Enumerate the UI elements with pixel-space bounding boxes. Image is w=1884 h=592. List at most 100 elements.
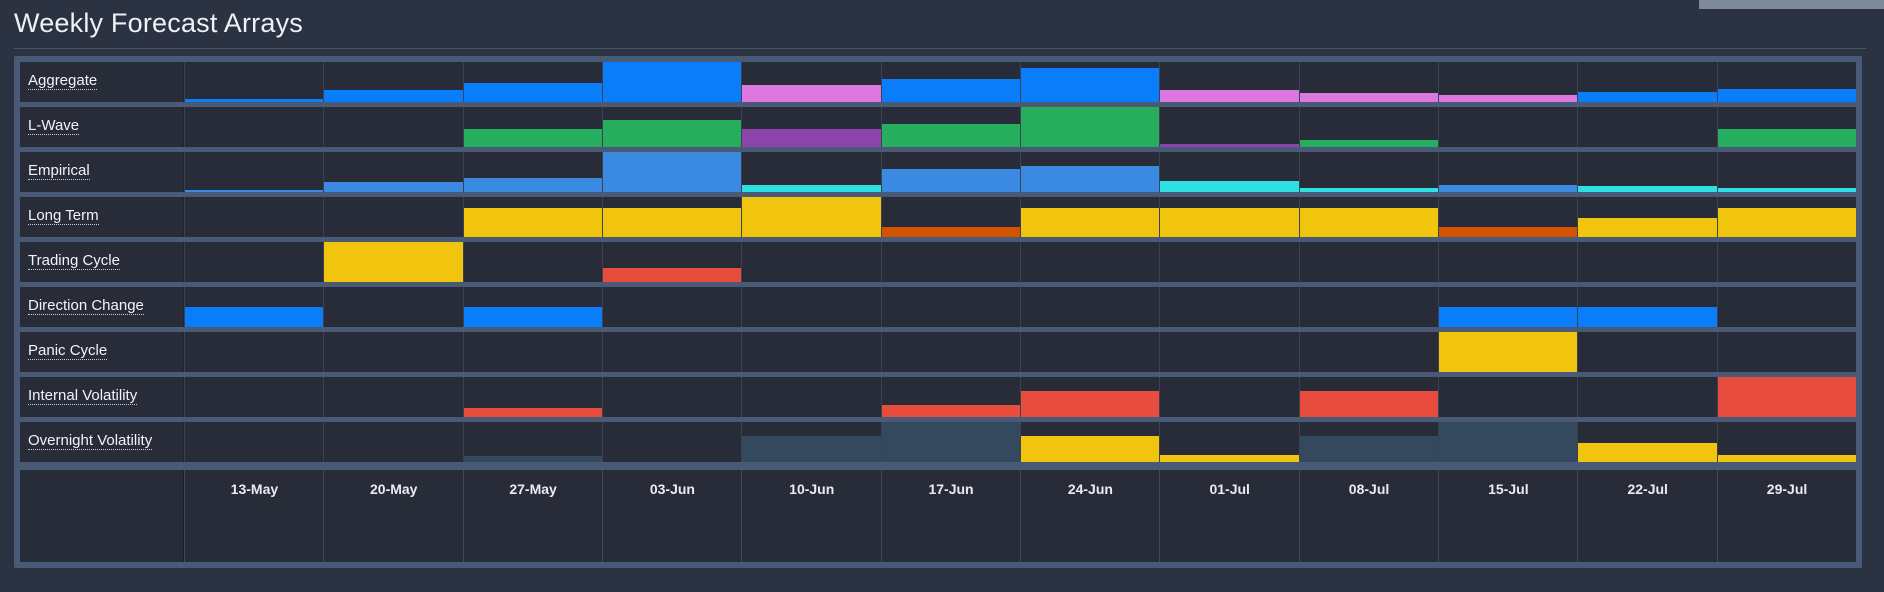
forecast-cell[interactable] — [1019, 287, 1160, 327]
forecast-cell[interactable] — [601, 62, 742, 102]
forecast-cell[interactable] — [1437, 422, 1578, 462]
forecast-cell[interactable] — [184, 332, 324, 372]
forecast-cell[interactable] — [1159, 242, 1300, 282]
forecast-cell[interactable] — [1716, 152, 1857, 192]
forecast-cell[interactable] — [1159, 332, 1300, 372]
forecast-cell[interactable] — [1437, 332, 1578, 372]
forecast-cell[interactable] — [1437, 197, 1578, 237]
forecast-cell[interactable] — [1298, 287, 1439, 327]
forecast-cell[interactable] — [1298, 152, 1439, 192]
row-label[interactable]: Trading Cycle — [28, 252, 120, 270]
forecast-cell[interactable] — [1577, 197, 1718, 237]
forecast-cell[interactable] — [1437, 62, 1578, 102]
forecast-cell[interactable] — [880, 377, 1021, 417]
row-label[interactable]: Aggregate — [28, 72, 98, 90]
forecast-cell[interactable] — [462, 152, 603, 192]
forecast-cell[interactable] — [1019, 332, 1160, 372]
forecast-cell[interactable] — [741, 62, 882, 102]
forecast-cell[interactable] — [1298, 62, 1439, 102]
forecast-cell[interactable] — [1577, 422, 1718, 462]
forecast-cell[interactable] — [323, 62, 464, 102]
forecast-cell[interactable] — [184, 197, 324, 237]
forecast-cell[interactable] — [1437, 287, 1578, 327]
forecast-cell[interactable] — [323, 242, 464, 282]
forecast-cell[interactable] — [1298, 107, 1439, 147]
forecast-cell[interactable] — [323, 152, 464, 192]
forecast-cell[interactable] — [1019, 422, 1160, 462]
forecast-cell[interactable] — [1437, 107, 1578, 147]
forecast-cell[interactable] — [1159, 422, 1300, 462]
forecast-cell[interactable] — [323, 287, 464, 327]
forecast-cell[interactable] — [1577, 287, 1718, 327]
forecast-cell[interactable] — [1159, 152, 1300, 192]
forecast-cell[interactable] — [741, 107, 882, 147]
forecast-cell[interactable] — [880, 107, 1021, 147]
forecast-cell[interactable] — [880, 422, 1021, 462]
forecast-cell[interactable] — [601, 422, 742, 462]
row-label[interactable]: Overnight Volatility — [28, 432, 153, 450]
forecast-cell[interactable] — [1716, 242, 1857, 282]
forecast-cell[interactable] — [1437, 242, 1578, 282]
forecast-cell[interactable] — [462, 332, 603, 372]
forecast-cell[interactable] — [1159, 107, 1300, 147]
forecast-cell[interactable] — [1298, 377, 1439, 417]
forecast-cell[interactable] — [1577, 62, 1718, 102]
forecast-cell[interactable] — [323, 377, 464, 417]
forecast-cell[interactable] — [323, 197, 464, 237]
forecast-cell[interactable] — [1716, 287, 1857, 327]
forecast-cell[interactable] — [184, 287, 324, 327]
forecast-cell[interactable] — [1019, 377, 1160, 417]
forecast-cell[interactable] — [1298, 242, 1439, 282]
forecast-cell[interactable] — [323, 332, 464, 372]
forecast-cell[interactable] — [880, 332, 1021, 372]
forecast-cell[interactable] — [741, 332, 882, 372]
forecast-cell[interactable] — [1019, 107, 1160, 147]
forecast-cell[interactable] — [1298, 422, 1439, 462]
forecast-cell[interactable] — [1577, 152, 1718, 192]
forecast-cell[interactable] — [741, 422, 882, 462]
forecast-cell[interactable] — [741, 197, 882, 237]
forecast-cell[interactable] — [1159, 197, 1300, 237]
forecast-cell[interactable] — [880, 62, 1021, 102]
forecast-cell[interactable] — [741, 377, 882, 417]
forecast-cell[interactable] — [1577, 377, 1718, 417]
forecast-cell[interactable] — [1716, 197, 1857, 237]
forecast-cell[interactable] — [1019, 152, 1160, 192]
row-label[interactable]: Long Term — [28, 207, 99, 225]
row-label[interactable]: L-Wave — [28, 117, 80, 135]
forecast-cell[interactable] — [1019, 197, 1160, 237]
forecast-cell[interactable] — [601, 332, 742, 372]
forecast-cell[interactable] — [184, 152, 324, 192]
forecast-cell[interactable] — [462, 107, 603, 147]
forecast-cell[interactable] — [601, 152, 742, 192]
forecast-cell[interactable] — [1716, 107, 1857, 147]
forecast-cell[interactable] — [601, 242, 742, 282]
row-label[interactable]: Internal Volatility — [28, 387, 138, 405]
forecast-cell[interactable] — [601, 197, 742, 237]
forecast-cell[interactable] — [1437, 377, 1578, 417]
forecast-cell[interactable] — [1577, 242, 1718, 282]
forecast-cell[interactable] — [1298, 197, 1439, 237]
forecast-cell[interactable] — [880, 152, 1021, 192]
forecast-cell[interactable] — [1437, 152, 1578, 192]
forecast-cell[interactable] — [462, 197, 603, 237]
forecast-cell[interactable] — [741, 287, 882, 327]
row-label[interactable]: Panic Cycle — [28, 342, 108, 360]
forecast-cell[interactable] — [462, 287, 603, 327]
forecast-cell[interactable] — [1159, 62, 1300, 102]
forecast-cell[interactable] — [184, 107, 324, 147]
forecast-cell[interactable] — [184, 377, 324, 417]
forecast-cell[interactable] — [184, 422, 324, 462]
forecast-cell[interactable] — [323, 107, 464, 147]
forecast-cell[interactable] — [1716, 332, 1857, 372]
forecast-cell[interactable] — [741, 152, 882, 192]
forecast-cell[interactable] — [1159, 287, 1300, 327]
forecast-cell[interactable] — [1716, 62, 1857, 102]
row-label[interactable]: Empirical — [28, 162, 90, 180]
corner-tab[interactable] — [1699, 0, 1884, 9]
forecast-cell[interactable] — [1298, 332, 1439, 372]
forecast-cell[interactable] — [1019, 62, 1160, 102]
row-label[interactable]: Direction Change — [28, 297, 144, 315]
forecast-cell[interactable] — [1577, 107, 1718, 147]
forecast-cell[interactable] — [1716, 377, 1857, 417]
